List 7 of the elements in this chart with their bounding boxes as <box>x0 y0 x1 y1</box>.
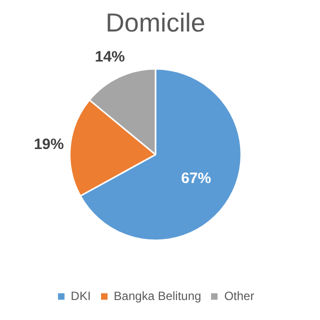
data-label: 14% <box>94 48 125 66</box>
legend-label: Bangka Belitung <box>114 289 202 303</box>
legend-label: Other <box>224 289 254 303</box>
legend-label: DKI <box>70 289 91 303</box>
data-label: 19% <box>34 136 64 153</box>
data-label: 67% <box>181 170 212 188</box>
chart-title: Domicile <box>106 8 206 38</box>
